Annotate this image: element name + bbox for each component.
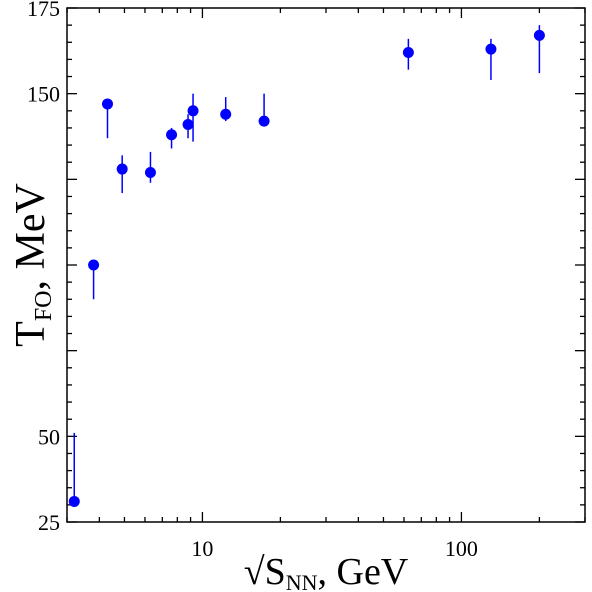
error-bars xyxy=(73,25,541,502)
data-point xyxy=(166,129,178,141)
data-point xyxy=(220,108,232,120)
x-tick-label: 10 xyxy=(191,536,213,561)
y-tick-label: 175 xyxy=(27,0,60,21)
data-point xyxy=(88,259,100,271)
data-point xyxy=(402,47,414,59)
x-axis-title: √SNN, GeV xyxy=(244,551,409,592)
data-point xyxy=(101,98,113,110)
data-point xyxy=(258,115,270,127)
y-tick-label: 25 xyxy=(38,510,60,535)
data-points xyxy=(68,29,545,507)
data-point xyxy=(182,119,194,131)
y-axis-title: TFO, MeV xyxy=(8,183,57,347)
data-point xyxy=(144,166,156,178)
data-point xyxy=(485,43,497,55)
data-point xyxy=(68,495,80,507)
x-tick-label: 100 xyxy=(445,536,478,561)
plot-frame xyxy=(66,7,586,523)
data-point xyxy=(533,29,545,41)
y-tick-label: 50 xyxy=(38,424,60,449)
y-tick-label: 150 xyxy=(27,82,60,107)
data-point xyxy=(187,105,199,117)
axis-ticks xyxy=(66,7,586,523)
data-point xyxy=(116,163,128,175)
tick-labels: 10 100 25 50 150 175 xyxy=(27,0,478,561)
